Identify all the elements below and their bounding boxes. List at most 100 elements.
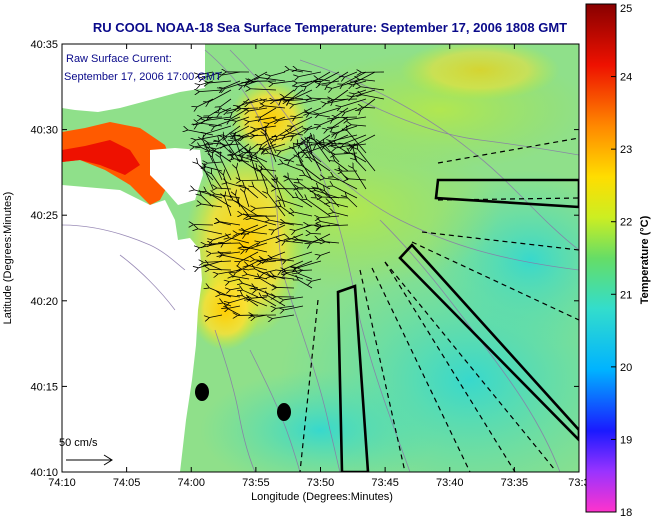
current-vector xyxy=(298,273,313,280)
current-vector xyxy=(311,158,331,172)
current-vector xyxy=(269,153,295,163)
current-vector xyxy=(233,154,259,163)
x-axis-label: Longitude (Degrees:Minutes) xyxy=(251,491,393,503)
colorbar-tick-label: 24 xyxy=(620,72,632,84)
current-vector xyxy=(319,107,340,114)
x-tick-label: 73:50 xyxy=(307,477,335,489)
colorbar xyxy=(585,3,617,513)
current-vector xyxy=(198,229,223,235)
current-vector xyxy=(273,80,295,84)
current-vector xyxy=(322,197,349,198)
shelf-transect-lines xyxy=(299,137,579,472)
current-vector xyxy=(246,224,268,234)
current-vector xyxy=(256,207,277,208)
current-vector xyxy=(277,287,295,288)
current-vector xyxy=(265,135,277,163)
current-vector xyxy=(314,140,331,163)
current-vector xyxy=(335,153,358,154)
current-vector xyxy=(220,222,232,226)
current-vector xyxy=(241,269,250,270)
current-vector xyxy=(285,223,304,226)
current-vector xyxy=(321,225,349,226)
current-vector xyxy=(209,81,232,83)
current-vector xyxy=(335,161,349,172)
current-vector xyxy=(243,290,259,298)
current-vector xyxy=(222,255,250,262)
current-vector xyxy=(202,117,223,118)
y-axis-ticks: 40:35 40:30 40:25 40:20 40:15 40:10 xyxy=(30,39,579,479)
current-vector xyxy=(332,80,358,88)
current-vector xyxy=(294,98,322,105)
current-vector xyxy=(215,116,241,126)
current-vector xyxy=(311,233,322,234)
land-new-jersey xyxy=(62,185,202,472)
y-axis-label: Latitude (Degrees:Minutes) xyxy=(2,192,14,325)
current-vector xyxy=(324,145,340,163)
current-vector xyxy=(288,178,304,199)
current-vector xyxy=(198,123,223,127)
y-tick-label: 40:20 xyxy=(30,296,58,308)
current-vector xyxy=(283,164,304,172)
colorbar-tick-label: 18 xyxy=(620,507,632,518)
current-vector xyxy=(359,79,376,81)
current-vector xyxy=(201,204,223,208)
current-vector xyxy=(205,116,232,121)
current-vector xyxy=(225,197,232,217)
current-vector xyxy=(309,141,313,154)
current-vector xyxy=(307,200,331,217)
current-vector xyxy=(244,193,250,208)
current-vector xyxy=(210,269,232,270)
current-vector xyxy=(325,242,340,243)
current-vector xyxy=(250,299,268,307)
current-vector xyxy=(320,216,340,218)
station-marker-1 xyxy=(195,383,209,401)
current-time: September 17, 2006 17:00 GMT xyxy=(64,71,222,83)
current-vector xyxy=(246,232,268,235)
current-vector xyxy=(310,107,322,113)
current-vector xyxy=(296,260,322,268)
current-vector xyxy=(233,276,250,280)
current-vector xyxy=(281,241,304,243)
current-vector xyxy=(224,252,241,254)
current-vector xyxy=(229,305,241,308)
current-vector xyxy=(334,177,358,190)
current-vector xyxy=(348,179,367,180)
current-vector xyxy=(320,251,331,255)
current-vector xyxy=(308,125,322,129)
colorbar-tick-label: 19 xyxy=(620,434,632,446)
x-tick-label: 73:55 xyxy=(242,477,270,489)
current-vector xyxy=(251,218,277,226)
current-vector xyxy=(261,107,277,117)
current-vector xyxy=(264,106,286,108)
current-vector xyxy=(358,149,376,172)
current-vector xyxy=(236,116,250,121)
current-vector xyxy=(266,132,277,154)
current-vector xyxy=(188,130,214,136)
current-vector xyxy=(345,71,358,77)
current-vector xyxy=(298,198,313,208)
current-vector xyxy=(353,168,367,190)
current-vector xyxy=(199,90,223,92)
current-vector xyxy=(312,278,322,281)
x-tick-label: 74:10 xyxy=(48,477,76,489)
current-label: Raw Surface Current: xyxy=(66,53,172,65)
current-vector xyxy=(298,280,313,289)
current-vector xyxy=(331,134,358,141)
current-vector xyxy=(277,180,295,199)
current-vector xyxy=(327,125,340,129)
current-vector xyxy=(243,247,268,253)
current-vector xyxy=(212,174,223,190)
colorbar-tick-label: 25 xyxy=(620,3,632,15)
current-vector xyxy=(274,224,286,230)
current-vector xyxy=(259,78,286,82)
current-vector xyxy=(345,107,358,112)
current-vector xyxy=(352,89,376,97)
y-tick-label: 40:25 xyxy=(30,210,58,222)
current-vector xyxy=(220,98,232,107)
current-vector xyxy=(281,200,304,208)
current-vector xyxy=(309,113,331,118)
current-vector xyxy=(293,116,313,126)
current-vector xyxy=(219,222,241,226)
current-vector xyxy=(233,200,259,217)
